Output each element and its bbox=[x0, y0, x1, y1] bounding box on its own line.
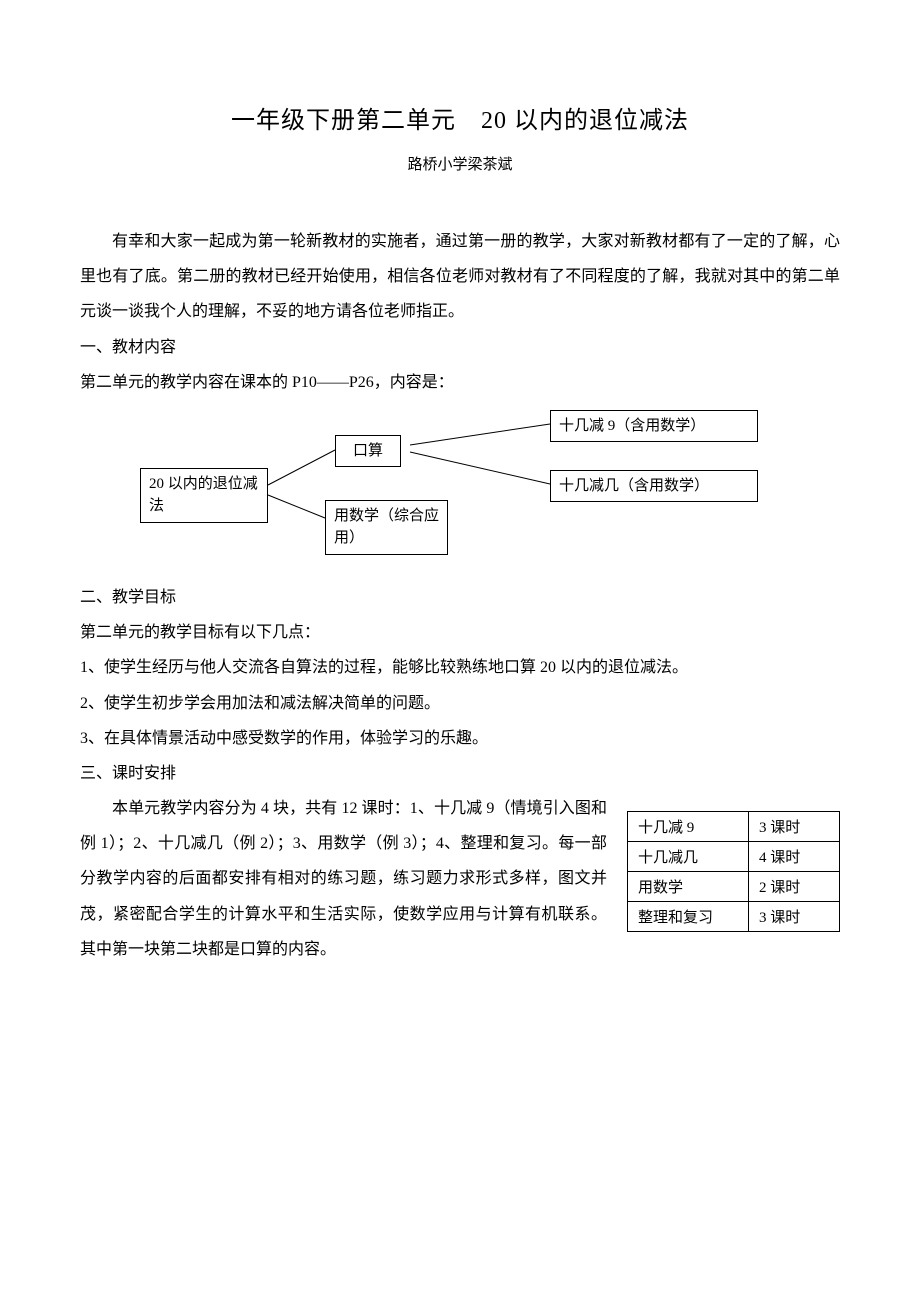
table-row: 十几减几 4 课时 bbox=[628, 842, 840, 872]
table-row: 用数学 2 课时 bbox=[628, 872, 840, 902]
table-cell: 2 课时 bbox=[749, 872, 840, 902]
section-2-line: 第二单元的教学目标有以下几点： bbox=[80, 615, 840, 650]
table-cell: 整理和复习 bbox=[628, 902, 749, 932]
diagram-node-leaf-2: 十几减几（含用数学） bbox=[550, 470, 758, 503]
goal-1: 1、使学生经历与他人交流各自算法的过程，能够比较熟练地口算 20 以内的退位减法… bbox=[80, 650, 840, 685]
diagram-node-root: 20 以内的退位减法 bbox=[140, 468, 268, 523]
schedule-table: 十几减 9 3 课时 十几减几 4 课时 用数学 2 课时 整理和复习 3 课时 bbox=[627, 811, 840, 932]
table-cell: 十几减 9 bbox=[628, 812, 749, 842]
intro-paragraph: 有幸和大家一起成为第一轮新教材的实施者，通过第一册的教学，大家对新教材都有了一定… bbox=[80, 224, 840, 330]
section-3-paragraph: 本单元教学内容分为 4 块，共有 12 课时：1、十几减 9（情境引入图和例 1… bbox=[80, 791, 607, 967]
table-row: 整理和复习 3 课时 bbox=[628, 902, 840, 932]
content-structure-diagram: 20 以内的退位减法 口算 用数学（综合应用） 十几减 9（含用数学） 十几减几… bbox=[80, 410, 840, 570]
table-cell: 4 课时 bbox=[749, 842, 840, 872]
goal-2: 2、使学生初步学会用加法和减法解决简单的问题。 bbox=[80, 686, 840, 721]
page-title: 一年级下册第二单元 20 以内的退位减法 bbox=[80, 100, 840, 135]
goal-3: 3、在具体情景活动中感受数学的作用，体验学习的乐趣。 bbox=[80, 721, 840, 756]
author-line: 路桥小学梁茶斌 bbox=[80, 153, 840, 174]
table-row: 十几减 9 3 课时 bbox=[628, 812, 840, 842]
section-2-heading: 二、教学目标 bbox=[80, 580, 840, 615]
document-page: 一年级下册第二单元 20 以内的退位减法 路桥小学梁茶斌 有幸和大家一起成为第一… bbox=[0, 0, 920, 1027]
diagram-node-leaf-1: 十几减 9（含用数学） bbox=[550, 410, 758, 443]
diagram-node-yongshuxue: 用数学（综合应用） bbox=[325, 500, 448, 555]
table-cell: 十几减几 bbox=[628, 842, 749, 872]
section-1-line: 第二单元的教学内容在课本的 P10——P26，内容是： bbox=[80, 365, 840, 400]
section-3-heading: 三、课时安排 bbox=[80, 756, 840, 791]
diagram-node-kousuan: 口算 bbox=[335, 435, 401, 468]
table-cell: 3 课时 bbox=[749, 812, 840, 842]
table-cell: 3 课时 bbox=[749, 902, 840, 932]
section-3-body: 本单元教学内容分为 4 块，共有 12 课时：1、十几减 9（情境引入图和例 1… bbox=[80, 791, 840, 967]
section-1-heading: 一、教材内容 bbox=[80, 330, 840, 365]
table-cell: 用数学 bbox=[628, 872, 749, 902]
